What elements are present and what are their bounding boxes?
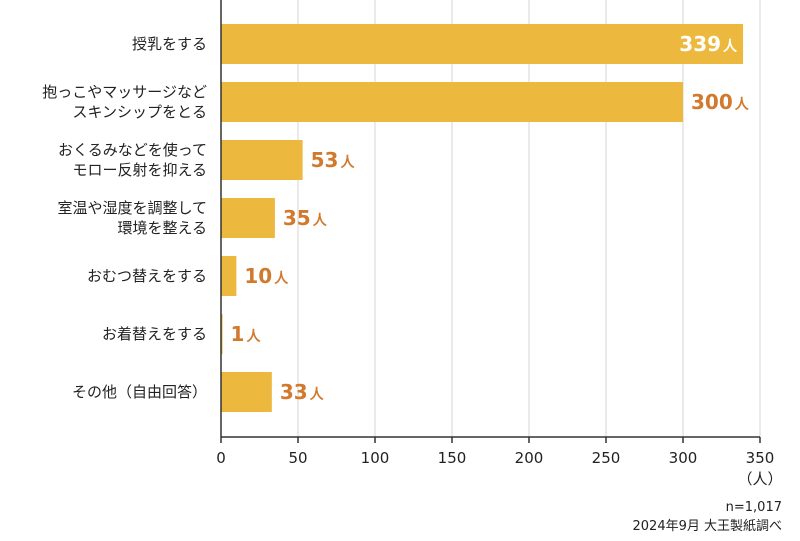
category-label-1-line0: 抱っこやマッサージなど: [42, 83, 207, 101]
x-tick-label-350: 350: [746, 449, 775, 467]
bar-2: [221, 140, 303, 180]
bar-5: [221, 314, 223, 354]
category-label-2-line1: モロー反射を抑える: [72, 161, 207, 179]
category-label-2-line0: おくるみなどを使って: [58, 141, 207, 159]
x-tick-label-50: 50: [288, 449, 307, 467]
bar-6: [221, 372, 272, 412]
category-label-4: おむつ替えをする: [87, 267, 207, 285]
category-label-3-line0: 室温や湿度を調整して: [57, 199, 207, 217]
value-label-6: 33 人: [280, 380, 325, 404]
value-label-4: 10 人: [244, 264, 289, 288]
x-tick-label-150: 150: [438, 449, 467, 467]
source-note: 2024年9月 大王製紙調べ: [633, 519, 783, 534]
category-label-1-line1: スキンシップをとる: [72, 103, 207, 121]
x-tick-label-300: 300: [669, 449, 698, 467]
x-tick-label-100: 100: [361, 449, 390, 467]
x-tick-label-250: 250: [592, 449, 621, 467]
bar-3: [221, 198, 275, 238]
gridlines: [297, 0, 761, 437]
category-label-0: 授乳をする: [132, 35, 207, 53]
value-label-3: 35 人: [283, 206, 328, 230]
value-label-0: 339 人: [679, 32, 738, 56]
category-label-6: その他（自由回答）: [72, 383, 207, 401]
category-label-3-line1: 環境を整える: [117, 219, 207, 237]
axes: 0 50 100 150 200 250 300 350: [216, 0, 774, 467]
bars: [221, 24, 744, 412]
sample-size-note: n=1,017: [726, 500, 782, 515]
bar-1: [221, 82, 683, 122]
category-label-5: お着替えをする: [102, 325, 207, 343]
bar-4: [221, 256, 237, 296]
value-label-1: 300 人: [691, 90, 750, 114]
value-label-2: 53 人: [311, 148, 356, 172]
x-tick-label-0: 0: [216, 449, 226, 467]
x-axis-unit: （人）: [737, 470, 782, 488]
x-tick-label-200: 200: [515, 449, 544, 467]
bar-0: [221, 24, 744, 64]
